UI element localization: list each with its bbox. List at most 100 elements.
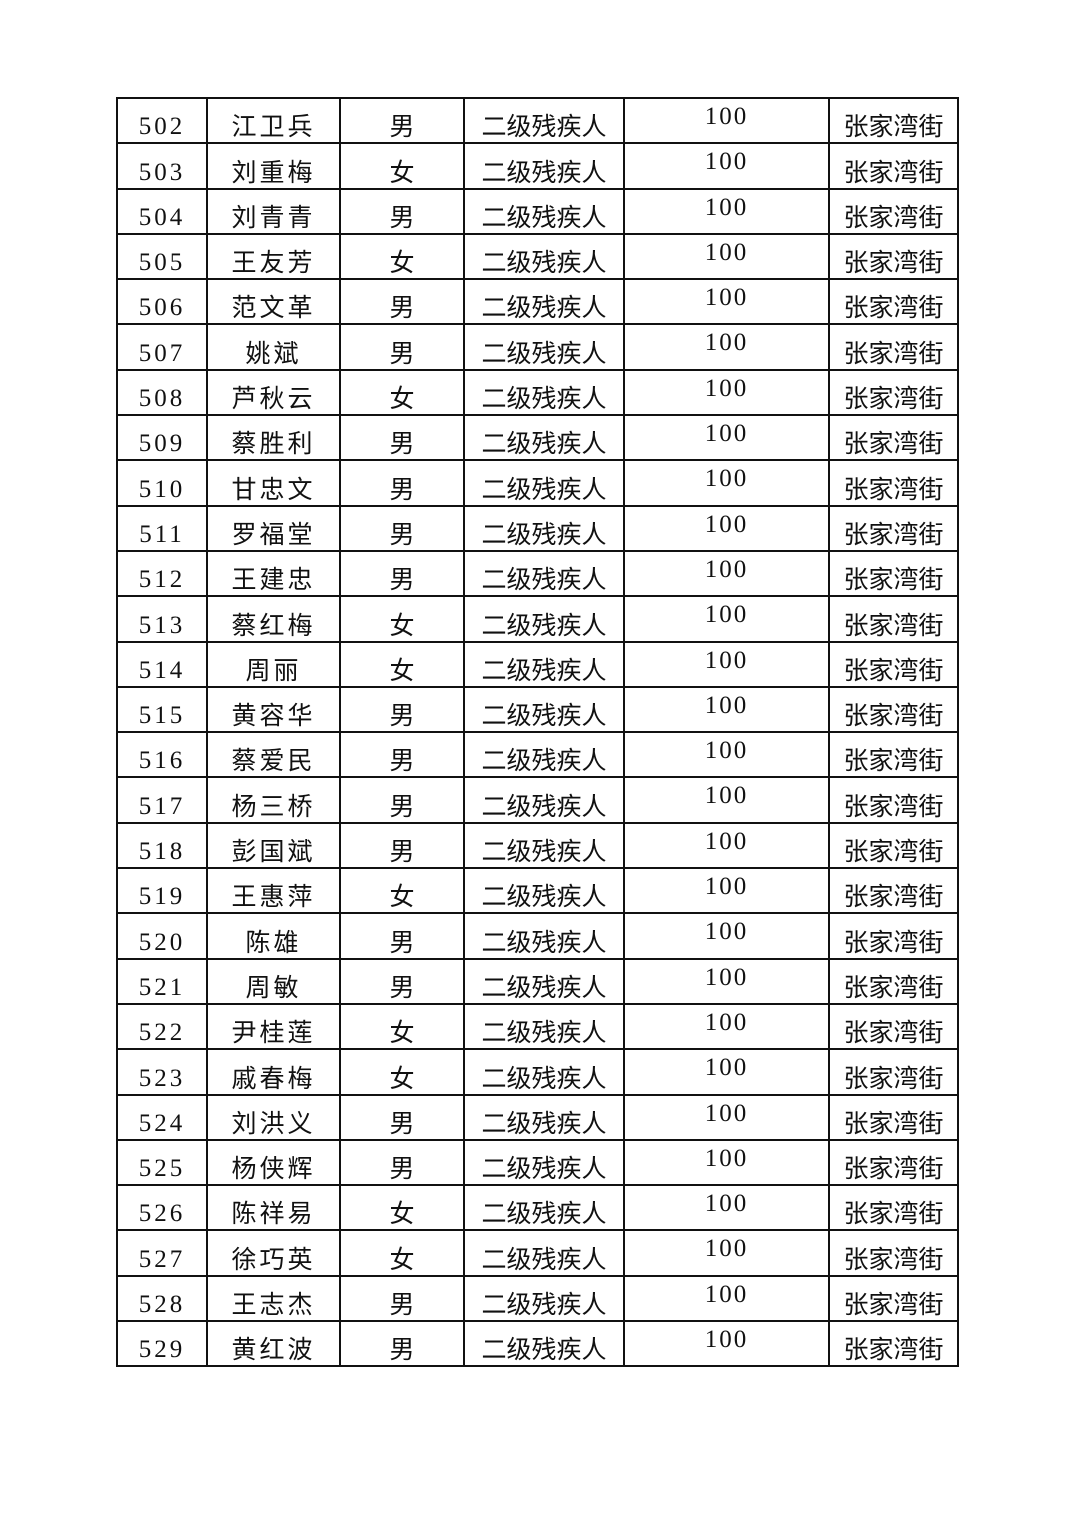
table-row: 514 周丽女二级残疾人 100 张家湾街 [116,640,959,688]
person-name-cell: 黄容华 [206,685,341,734]
row-number-cell: 518 [116,821,208,870]
row-number-cell: 505 [116,232,208,281]
row-number-cell: 527 [116,1229,208,1277]
subsidy-amount-cell: 100 [623,232,830,281]
disability-category-cell: 二级残疾人 [463,685,625,734]
street-cell: 张家湾街 [828,731,959,779]
street-cell: 张家湾街 [828,685,959,734]
gender-cell: 女 [339,1048,465,1096]
subsidy-amount-cell: 100 [623,912,830,960]
person-name-cell: 周丽 [206,640,341,688]
gender-cell: 男 [339,957,465,1005]
gender-cell: 女 [339,640,465,688]
gender-cell: 男 [339,912,465,960]
person-name-cell: 彭国斌 [206,821,341,870]
disability-category-cell: 二级残疾人 [463,323,625,371]
gender-cell: 男 [339,504,465,552]
row-number-cell: 516 [116,731,208,779]
gender-cell: 男 [339,776,465,824]
subsidy-amount-cell: 100 [623,867,830,915]
gender-cell: 女 [339,595,465,643]
gender-cell: 男 [339,96,465,145]
street-cell: 张家湾街 [828,187,959,235]
disability-category-cell: 二级残疾人 [463,821,625,870]
disability-category-cell: 二级残疾人 [463,459,625,507]
street-cell: 张家湾街 [828,1184,959,1232]
row-number-cell: 517 [116,776,208,824]
person-name-cell: 刘青青 [206,187,341,235]
person-name-cell: 江卫兵 [206,96,341,145]
subsidy-amount-cell: 100 [623,685,830,734]
disability-category-cell: 二级残疾人 [463,1138,625,1187]
person-name-cell: 蔡红梅 [206,595,341,643]
gender-cell: 女 [339,1002,465,1051]
row-number-cell: 509 [116,414,208,462]
gender-cell: 男 [339,1320,465,1368]
subsidy-amount-cell: 100 [623,278,830,326]
person-name-cell: 蔡爱民 [206,731,341,779]
street-cell: 张家湾街 [828,504,959,552]
disability-category-cell: 二级残疾人 [463,504,625,552]
row-number-cell: 522 [116,1002,208,1051]
disability-category-cell: 二级残疾人 [463,776,625,824]
table-row: 513 蔡红梅女二级残疾人 100 张家湾街 [116,595,959,643]
row-number-cell: 506 [116,278,208,326]
gender-cell: 女 [339,867,465,915]
row-number-cell: 504 [116,187,208,235]
row-number-cell: 502 [116,96,208,145]
street-cell: 张家湾街 [828,142,959,190]
disability-category-cell: 二级残疾人 [463,912,625,960]
subsidy-amount-cell: 100 [623,776,830,824]
row-number-cell: 521 [116,957,208,1005]
gender-cell: 男 [339,731,465,779]
subsidy-amount-cell: 100 [623,459,830,507]
table-row: 512 王建忠男二级残疾人 100 张家湾街 [116,549,959,598]
person-name-cell: 周敏 [206,957,341,1005]
disability-category-cell: 二级残疾人 [463,731,625,779]
subsidy-amount-cell: 100 [623,504,830,552]
person-name-cell: 陈雄 [206,912,341,960]
subsidy-amount-cell: 100 [623,731,830,779]
subsidy-amount-cell: 100 [623,323,830,371]
gender-cell: 男 [339,549,465,598]
table-body: 502 江卫兵男二级残疾人 100 张家湾街 503 刘重梅女二级残疾人 100 张家湾街 50… [116,96,959,1368]
disability-category-cell: 二级残疾人 [463,957,625,1005]
table-row: 502 江卫兵男二级残疾人 100 张家湾街 [116,96,959,145]
table-row: 526 陈祥易女二级残疾人 100 张家湾街 [116,1184,959,1232]
row-number-cell: 507 [116,323,208,371]
table-row: 525 杨侠辉男二级残疾人 100 张家湾街 [116,1138,959,1187]
row-number-cell: 503 [116,142,208,190]
table-row: 520 陈雄男二级残疾人 100 张家湾街 [116,912,959,960]
subsidy-amount-cell: 100 [623,1229,830,1277]
person-name-cell: 杨侠辉 [206,1138,341,1187]
table-row: 517 杨三桥男二级残疾人 100 张家湾街 [116,776,959,824]
street-cell: 张家湾街 [828,1138,959,1187]
disability-category-cell: 二级残疾人 [463,1002,625,1051]
street-cell: 张家湾街 [828,96,959,145]
subsidy-amount-cell: 100 [623,640,830,688]
subsidy-amount-cell: 100 [623,96,830,145]
street-cell: 张家湾街 [828,1048,959,1096]
subsidy-amount-cell: 100 [623,1002,830,1051]
gender-cell: 女 [339,1184,465,1232]
street-cell: 张家湾街 [828,232,959,281]
person-name-cell: 王建忠 [206,549,341,598]
street-cell: 张家湾街 [828,323,959,371]
row-number-cell: 528 [116,1274,208,1323]
person-name-cell: 甘忠文 [206,459,341,507]
table-row: 509 蔡胜利男二级残疾人 100 张家湾街 [116,414,959,462]
gender-cell: 女 [339,1229,465,1277]
person-name-cell: 范文革 [206,278,341,326]
street-cell: 张家湾街 [828,867,959,915]
street-cell: 张家湾街 [828,1229,959,1277]
disability-category-cell: 二级残疾人 [463,1093,625,1141]
subsidy-amount-cell: 100 [623,187,830,235]
table-row: 506 范文革男二级残疾人 100 张家湾街 [116,278,959,326]
table-row: 519 王惠萍女二级残疾人 100 张家湾街 [116,867,959,915]
table-row: 503 刘重梅女二级残疾人 100 张家湾街 [116,142,959,190]
street-cell: 张家湾街 [828,640,959,688]
row-number-cell: 510 [116,459,208,507]
person-name-cell: 蔡胜利 [206,414,341,462]
subsidy-amount-cell: 100 [623,1048,830,1096]
table-row: 523 戚春梅女二级残疾人 100 张家湾街 [116,1048,959,1096]
